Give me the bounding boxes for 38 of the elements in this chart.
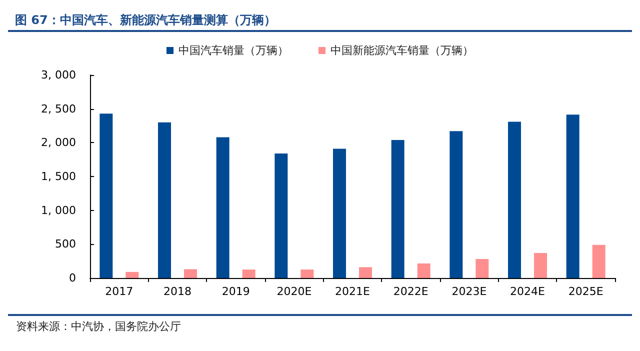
- x-tick-label: 2020E: [276, 285, 312, 298]
- bar: [534, 252, 547, 278]
- bar: [300, 270, 314, 278]
- x-tick-label: 2021E: [335, 285, 370, 298]
- x-tick-label: 2018: [164, 285, 192, 298]
- legend-label: 中国汽车销量（万辆）: [178, 44, 288, 57]
- x-tick-label: 2023E: [452, 285, 487, 298]
- bar: [242, 270, 256, 278]
- y-tick-label: 1, 500: [41, 170, 76, 183]
- legend-label: 中国新能源汽车销量（万辆）: [330, 44, 474, 57]
- bar: [274, 153, 288, 278]
- x-tick-label: 2022E: [393, 285, 428, 298]
- y-tick-label: 2, 000: [41, 136, 76, 150]
- y-tick-label: 2, 500: [41, 102, 76, 116]
- bar: [391, 140, 404, 278]
- x-tick-label: 2017: [105, 285, 134, 298]
- y-tick-label: 1, 000: [41, 204, 76, 217]
- bar: [592, 244, 606, 278]
- chart-title: 图 67：中国汽车、新能源汽车销量测算（万辆）: [15, 13, 276, 27]
- bar: [126, 272, 139, 278]
- bar: [158, 122, 171, 278]
- x-tick-label: 2019: [222, 285, 250, 298]
- bar: [508, 122, 521, 278]
- x-tick-label: 2025E: [568, 285, 604, 298]
- bar: [100, 114, 113, 278]
- bar: [359, 267, 372, 278]
- bar: [450, 131, 463, 278]
- bar: [333, 148, 346, 278]
- text: 资料来源：中汽协，国务院办公厅: [16, 320, 181, 333]
- x-tick-label: 2024E: [510, 285, 546, 298]
- bar: [417, 263, 430, 278]
- y-tick-label: 3, 000: [41, 68, 76, 82]
- bar: [566, 114, 580, 278]
- y-tick-label: 500: [55, 238, 76, 251]
- bar: [216, 137, 230, 278]
- bar: [476, 259, 489, 278]
- bar: [184, 269, 197, 278]
- y-tick-label: 0: [69, 272, 76, 284]
